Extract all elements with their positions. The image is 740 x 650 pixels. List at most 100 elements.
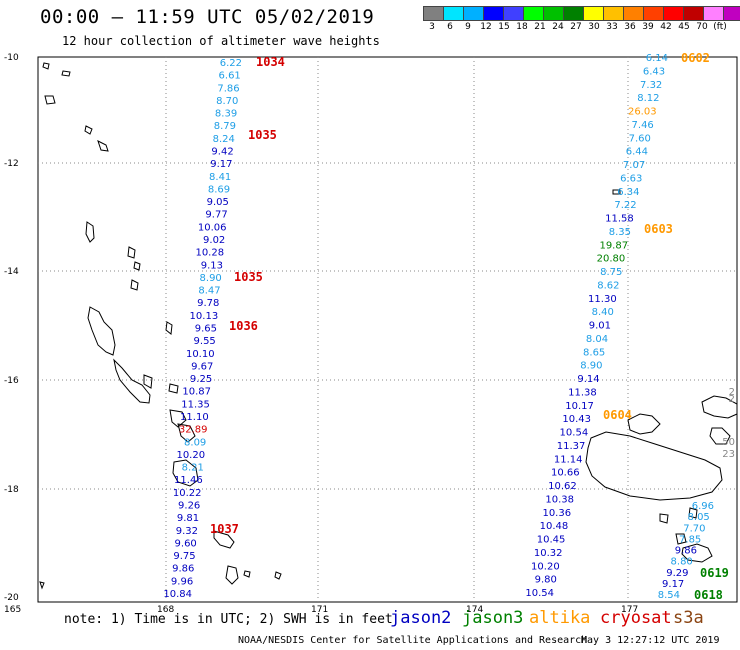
track-value-right: 10.20 — [531, 561, 560, 572]
track-value-right: 26.03 — [628, 107, 657, 118]
track-value-right: 6.63 — [620, 173, 642, 184]
coastline — [84, 125, 93, 135]
track-value-left: 8.69 — [208, 184, 230, 195]
track-value-right: 9.01 — [589, 321, 611, 332]
track-value-left: 7.86 — [217, 83, 239, 94]
track-value-left: 8.47 — [198, 286, 220, 297]
track-value-left: 8.90 — [200, 273, 222, 284]
y-tick-label: -14 — [4, 267, 19, 277]
track-value-right: 10.17 — [565, 401, 594, 412]
coastline — [213, 530, 235, 549]
track-value-left: 9.17 — [210, 159, 232, 170]
track-value-left: 10.20 — [176, 450, 205, 461]
track-value-right: 8.12 — [637, 93, 659, 104]
track-value-right: 7.32 — [640, 80, 662, 91]
track-value-right: 8.65 — [583, 347, 605, 358]
y-tick-label: -12 — [4, 159, 19, 169]
track-value-left: 9.60 — [175, 538, 197, 549]
track-value-right: 10.45 — [537, 535, 566, 546]
track-value-left: 9.26 — [178, 501, 200, 512]
track-value-right: 8.35 — [609, 227, 631, 238]
color-scale-label: (ft) — [713, 22, 727, 32]
track-value-left: 9.32 — [176, 526, 198, 537]
pass-time-tag: 1035 — [234, 270, 263, 284]
y-tick-label: -18 — [4, 485, 19, 495]
color-scale-labels: 3 6 9 12 15 18 21 24 27 30 33 36 39 42 45 70 (ft) — [423, 22, 729, 32]
color-scale-label: 24 — [552, 22, 564, 32]
color-scale-label: 6 — [447, 22, 453, 32]
track-value-edge: 2 — [729, 387, 735, 398]
track-value-edge: 50 — [722, 437, 735, 448]
track-value-left: 8.24 — [213, 134, 235, 145]
track-value-right: 19.87 — [599, 240, 628, 251]
coastline — [87, 306, 116, 356]
track-value-far-right: 7.85 — [679, 534, 701, 545]
track-value-left: 9.02 — [203, 235, 225, 246]
track-value-left: 6.61 — [219, 71, 241, 82]
track-value-right: 6.43 — [643, 66, 665, 77]
track-value-left: 9.05 — [207, 197, 229, 208]
coastline — [675, 533, 687, 545]
track-value-right: 10.54 — [525, 588, 554, 599]
coastline — [612, 189, 621, 195]
coastline — [97, 140, 109, 152]
track-value-left: 9.25 — [190, 374, 212, 385]
track-value-right: 6.14 — [646, 53, 668, 64]
coastline — [85, 221, 95, 243]
track-values: 6.226.617.868.708.398.798.249.429.178.41… — [163, 51, 735, 602]
track-value-right: 11.38 — [568, 387, 597, 398]
color-scale-label: 33 — [606, 22, 618, 32]
track-value-left: 10.28 — [195, 248, 224, 259]
track-value-right: 8.04 — [586, 334, 608, 345]
pass-time-tag: 1034 — [256, 55, 285, 69]
track-value-left: 9.78 — [197, 298, 219, 309]
track-value-left: 9.13 — [201, 260, 223, 271]
coastline — [627, 413, 661, 435]
pass-time-tag: 1037 — [210, 522, 239, 536]
track-value-left: 9.75 — [173, 551, 195, 562]
coastline — [133, 261, 141, 271]
track-value-left: 11.10 — [180, 412, 209, 423]
track-value-far-right: 7.70 — [683, 523, 705, 534]
track-value-left: 8.09 — [184, 437, 206, 448]
track-value-left: 8.21 — [182, 463, 204, 474]
x-tick-label: 174 — [466, 605, 483, 615]
track-value-left: 6.22 — [220, 58, 242, 69]
coastline — [177, 423, 196, 443]
track-value-left: 9.67 — [191, 361, 213, 372]
coastline — [243, 570, 251, 578]
track-value-left: 10.10 — [186, 349, 215, 360]
track-value-right: 7.07 — [623, 160, 645, 171]
pass-time-tag: 1035 — [248, 128, 277, 142]
track-value-far-right: 9.86 — [675, 546, 697, 557]
track-value-right: 10.32 — [534, 548, 563, 559]
x-tick-label: 165 — [4, 605, 21, 615]
legend-jason3: jason3 — [462, 608, 524, 628]
track-value-right: 10.38 — [545, 494, 574, 505]
pass-time-tag: 0604 — [603, 408, 632, 422]
track-value-right: 6.44 — [626, 147, 648, 158]
track-value-left: 10.84 — [163, 589, 192, 600]
track-value-right: 10.66 — [551, 468, 580, 479]
track-value-left: 32.89 — [179, 425, 208, 436]
track-value-left: 9.77 — [205, 210, 227, 221]
legend-s3a: s3a — [673, 608, 704, 628]
coastline — [585, 431, 723, 501]
legend-cryosat: cryosat — [600, 608, 672, 628]
track-value-right: 10.54 — [560, 428, 589, 439]
coastline — [127, 246, 136, 259]
track-value-left: 10.22 — [173, 488, 202, 499]
color-scale-label: 30 — [588, 22, 600, 32]
map-title: 00:00 – 11:59 UTC 05/02/2019 — [40, 6, 375, 28]
track-value-left: 8.70 — [216, 96, 238, 107]
coastline — [274, 571, 282, 580]
coastline — [688, 507, 698, 519]
track-value-left: 9.86 — [172, 564, 194, 575]
color-scale-label: 70 — [696, 22, 708, 32]
track-value-left: 8.79 — [214, 121, 236, 132]
track-value-right: 11.30 — [588, 294, 617, 305]
color-scale-label: 45 — [678, 22, 690, 32]
track-value-right: 10.48 — [540, 521, 569, 532]
color-scale-swatch — [723, 6, 740, 21]
